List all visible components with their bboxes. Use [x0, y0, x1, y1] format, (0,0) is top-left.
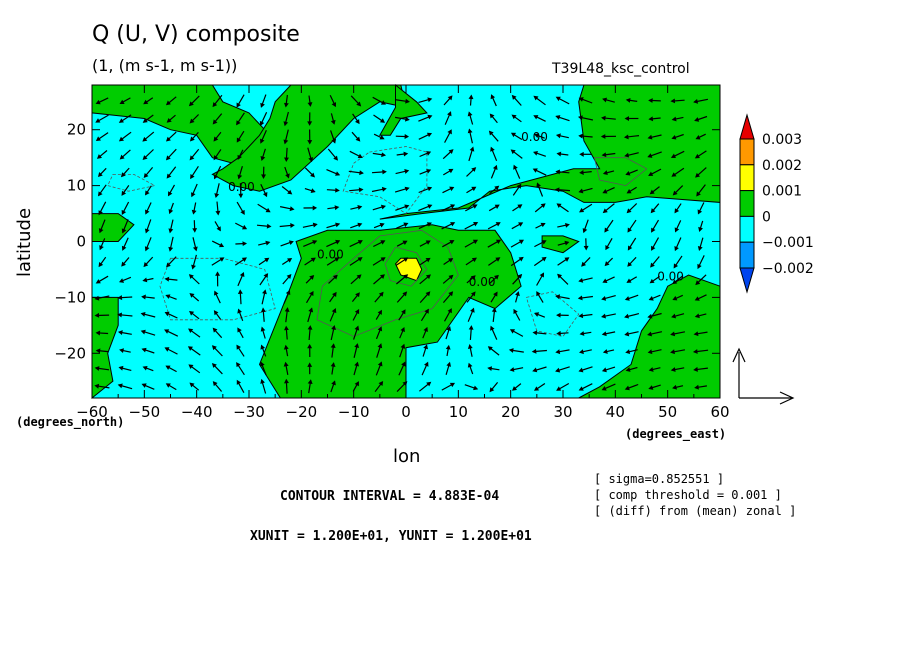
contour-label-2: 0.00: [469, 275, 496, 289]
solid-contour-2: [593, 157, 648, 187]
colorbar-label-4: −0.001: [762, 235, 814, 251]
sigma-note: [ sigma=0.852551 ]: [594, 472, 725, 486]
colorbar-segment-3: [739, 190, 755, 217]
run-name: T39L48_ksc_control: [552, 61, 690, 77]
chart-title: Q (U, V) composite: [92, 22, 300, 47]
region-green-4: [378, 83, 428, 136]
chart-subtitle: (1, (m s-1, m s-1)): [92, 56, 238, 75]
solid-contour-1: [384, 246, 428, 287]
x-tick-label-30: 30: [553, 403, 572, 421]
x-tick-label-60: 60: [710, 403, 729, 421]
colorbar-label-5: −0.002: [762, 261, 814, 277]
y-axis-units: (degrees_north): [16, 415, 125, 429]
threshold-note: [ comp threshold = 0.001 ]: [594, 488, 782, 502]
y-tick-label-0: 0: [76, 233, 86, 251]
y-tick-label--10: −10: [54, 288, 86, 306]
dashed-contour-3: [525, 291, 580, 337]
colorbar-segment-1: [739, 138, 755, 166]
x-tick-label-0: 0: [401, 403, 411, 421]
x-tick-label--20: −20: [286, 403, 318, 421]
x-axis-units: (degrees_east): [625, 427, 727, 441]
ref-vector-vertical-head: [732, 347, 746, 363]
contour-label-3: 0.00: [657, 270, 684, 284]
x-tick-label-20: 20: [501, 403, 520, 421]
unit-scale-text: XUNIT = 1.200E+01, YUNIT = 1.200E+01: [250, 529, 532, 544]
contour-label-1: 0.00: [317, 247, 344, 261]
colorbar-bottom-arrow: [739, 267, 755, 294]
colorbar-top-arrow: [739, 113, 755, 140]
x-tick-label--40: −40: [181, 403, 213, 421]
x-tick-label--60: −60: [76, 403, 108, 421]
colorbar-label-2: 0.001: [762, 184, 802, 200]
y-tick-label--20: −20: [54, 344, 86, 362]
wind-vectors: [94, 94, 709, 394]
colorbar-label-3: 0: [762, 209, 771, 225]
x-tick-label--50: −50: [129, 403, 161, 421]
solid-contour-0: [316, 229, 459, 337]
dashed-contour-2: [342, 146, 428, 215]
contour-label-0: 0.00: [228, 180, 255, 194]
colorbar-label-0: 0.003: [762, 132, 802, 148]
colorbar-segment-2: [739, 164, 755, 192]
colorbar-label-1: 0.002: [762, 158, 802, 174]
x-tick-label-10: 10: [449, 403, 468, 421]
contour-interval-text: CONTOUR INTERVAL = 4.883E-04: [280, 489, 500, 504]
contour-label-4: 0.00: [521, 130, 548, 144]
x-axis-label: lon: [393, 446, 421, 467]
y-tick-label-20: 20: [67, 121, 86, 139]
y-axis-label: latitude: [14, 207, 36, 278]
x-tick-label--30: −30: [233, 403, 265, 421]
colorbar-segment-5: [739, 241, 755, 269]
dashed-contour-0: [107, 173, 156, 192]
ref-vector-horizontal-head: [779, 391, 795, 405]
diff-note: [ (diff) from (mean) zonal ]: [594, 504, 797, 518]
x-tick-label--10: −10: [338, 403, 370, 421]
dashed-contour-1: [159, 257, 276, 321]
y-tick-label-10: 10: [67, 177, 86, 195]
colorbar-segment-4: [739, 215, 755, 243]
x-tick-label-50: 50: [658, 403, 677, 421]
x-tick-label-40: 40: [606, 403, 625, 421]
